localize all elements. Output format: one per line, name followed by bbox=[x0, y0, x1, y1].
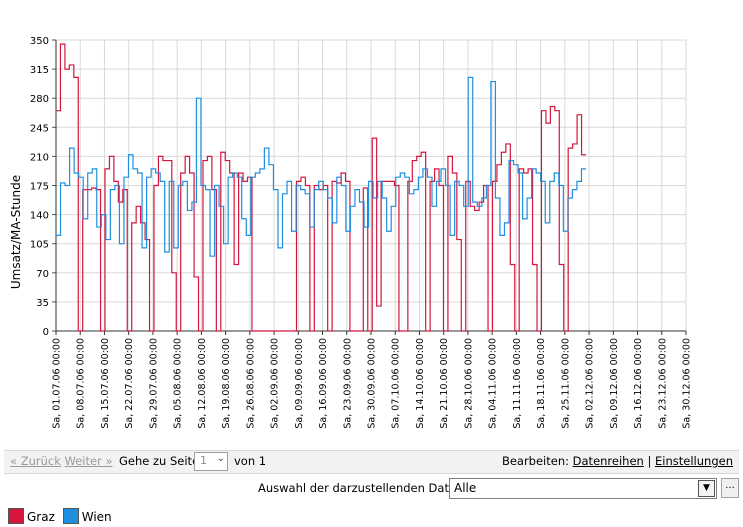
series-select-label: Auswahl der darzustellenden Datenreihe: bbox=[258, 481, 497, 495]
x-tick-label: Sa, 30.12.06 00:00 bbox=[682, 338, 693, 429]
y-tick-label: 350 bbox=[30, 36, 49, 47]
chevron-down-icon: ⌄ bbox=[216, 453, 225, 464]
legend-swatch-graz bbox=[8, 508, 24, 524]
x-tick-label: Sa, 04.11.06 00:00 bbox=[488, 338, 499, 429]
series-link[interactable]: Datenreihen bbox=[572, 454, 644, 468]
chart-grid bbox=[55, 39, 687, 332]
x-tick-label: Sa, 21.10.06 00:00 bbox=[439, 338, 450, 429]
page-select-value: 1 bbox=[200, 454, 207, 467]
x-tick-label: Sa, 23.09.06 00:00 bbox=[342, 338, 353, 429]
x-tick-label: Sa, 29.07.06 00:00 bbox=[148, 338, 159, 429]
next-link[interactable]: Weiter » bbox=[64, 454, 113, 468]
x-tick-label: Sa, 15.07.06 00:00 bbox=[100, 338, 111, 429]
legend-swatch-wien bbox=[62, 508, 79, 524]
chart-series bbox=[56, 43, 586, 332]
y-tick-label: 210 bbox=[30, 152, 49, 163]
legend-item-graz: Graz bbox=[8, 508, 55, 524]
legend-label-wien: Wien bbox=[81, 510, 112, 524]
x-tick-label: Sa, 09.12.06 00:00 bbox=[609, 338, 620, 429]
pager-bar: « Zurück Weiter » Gehe zu Seite 1 ⌄ von … bbox=[4, 450, 739, 474]
x-tick-label: Sa, 09.09.06 00:00 bbox=[294, 338, 305, 429]
y-tick-label: 280 bbox=[30, 94, 49, 105]
x-tick-label: Sa, 02.12.06 00:00 bbox=[585, 338, 596, 429]
y-axis: 0 35 70 105 140 175 210 245 280 315 350 bbox=[30, 36, 57, 338]
x-tick-label: Sa, 05.08.06 00:00 bbox=[173, 338, 184, 429]
settings-link[interactable]: Einstellungen bbox=[655, 454, 733, 468]
y-tick-label: 140 bbox=[30, 211, 49, 222]
series-select-value: Alle bbox=[454, 481, 477, 495]
x-tick-label: Sa, 16.12.06 00:00 bbox=[633, 338, 644, 429]
series-line-wien bbox=[56, 76, 586, 257]
x-tick-label: Sa, 01.07.06 00:00 bbox=[52, 338, 63, 429]
edit-label: Bearbeiten: bbox=[501, 454, 569, 468]
y-tick-label: 175 bbox=[30, 182, 49, 193]
back-link[interactable]: « Zurück bbox=[10, 454, 61, 468]
x-tick-label: Sa, 22.07.06 00:00 bbox=[124, 338, 135, 429]
link-separator: | bbox=[647, 454, 652, 468]
x-tick-label: Sa, 26.08.06 00:00 bbox=[245, 338, 256, 429]
legend: Graz Wien bbox=[8, 508, 116, 524]
y-tick-label: 70 bbox=[36, 269, 49, 280]
x-tick-label: Sa, 23.12.06 00:00 bbox=[657, 338, 668, 429]
pager-nav: « Zurück Weiter » bbox=[10, 454, 113, 468]
x-tick-label: Sa, 16.09.06 00:00 bbox=[318, 338, 329, 429]
x-tick-label: Sa, 18.11.06 00:00 bbox=[536, 338, 547, 429]
x-tick-label: Sa, 11.11.06 00:00 bbox=[512, 338, 523, 429]
page-count-label: von 1 bbox=[234, 454, 267, 468]
y-tick-label: 245 bbox=[30, 123, 49, 134]
page-select[interactable]: 1 ⌄ bbox=[194, 452, 228, 471]
more-button[interactable]: ... bbox=[721, 478, 739, 498]
x-tick-label: Sa, 08.07.06 00:00 bbox=[76, 338, 87, 429]
edit-links: Bearbeiten: Datenreihen | Einstellungen bbox=[502, 454, 733, 468]
legend-item-wien: Wien bbox=[62, 508, 112, 524]
series-line-graz bbox=[56, 43, 586, 332]
chart: 0 35 70 105 140 175 210 245 280 315 350 Sa, 01.07.… bbox=[9, 36, 693, 429]
y-tick-label: 315 bbox=[30, 65, 49, 76]
goto-page-label: Gehe zu Seite bbox=[119, 454, 200, 468]
x-tick-label: Sa, 07.10.06 00:00 bbox=[391, 338, 402, 429]
x-tick-label: Sa, 25.11.06 00:00 bbox=[560, 338, 571, 429]
x-tick-label: Sa, 14.10.06 00:00 bbox=[415, 338, 426, 429]
x-tick-label: Sa, 28.10.06 00:00 bbox=[463, 338, 474, 429]
x-tick-label: Sa, 12.08.06 00:00 bbox=[197, 338, 208, 429]
x-axis: Sa, 01.07.06 00:00 Sa, 08.07.06 00:00 Sa, … bbox=[52, 330, 693, 429]
x-tick-label: Sa, 19.08.06 00:00 bbox=[221, 338, 232, 429]
x-tick-label: Sa, 02.09.06 00:00 bbox=[270, 338, 281, 429]
x-tick-label: Sa, 30.09.06 00:00 bbox=[367, 338, 378, 429]
legend-label-graz: Graz bbox=[27, 510, 55, 524]
y-axis-label: Umsatz/MA-Stunde bbox=[9, 175, 23, 289]
y-tick-label: 0 bbox=[43, 327, 49, 338]
y-tick-label: 105 bbox=[30, 240, 49, 251]
y-tick-label: 35 bbox=[36, 298, 49, 309]
series-select[interactable]: Alle ▼ bbox=[449, 478, 717, 499]
chevron-down-icon[interactable]: ▼ bbox=[698, 480, 715, 497]
